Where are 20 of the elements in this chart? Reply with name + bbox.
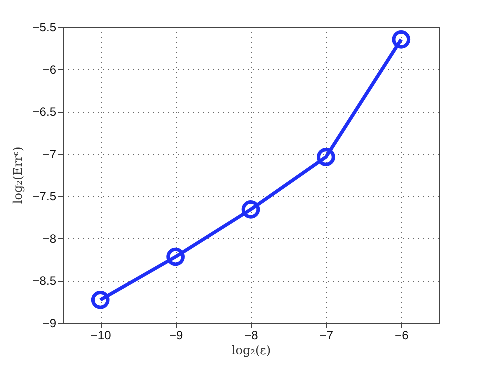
- x-tick-label: −8: [244, 328, 259, 342]
- y-tick-label: −9: [42, 316, 57, 330]
- x-tick-label: −6: [395, 328, 410, 342]
- point: [392, 30, 411, 49]
- point: [166, 248, 185, 266]
- y-tick-label: −7: [42, 147, 57, 162]
- x-tick-label: −10: [90, 328, 112, 342]
- x-tick-label: −7: [320, 328, 334, 342]
- y-tick-label: −8: [42, 232, 57, 246]
- x-tick-label: −9: [169, 328, 184, 342]
- x-axis-title: log₂(ε): [232, 344, 272, 358]
- y-tick-label: −6.5: [32, 105, 57, 120]
- point: [317, 148, 336, 166]
- y-axis-title: log₂(Errᵋ): [10, 146, 25, 204]
- point: [91, 291, 110, 310]
- y-tick-label: −5.5: [32, 20, 57, 34]
- y-tick-label: −6: [42, 62, 57, 77]
- point: [242, 200, 260, 219]
- y-tick-label: −8.5: [32, 274, 57, 288]
- y-tick-label: −7.5: [32, 190, 57, 204]
